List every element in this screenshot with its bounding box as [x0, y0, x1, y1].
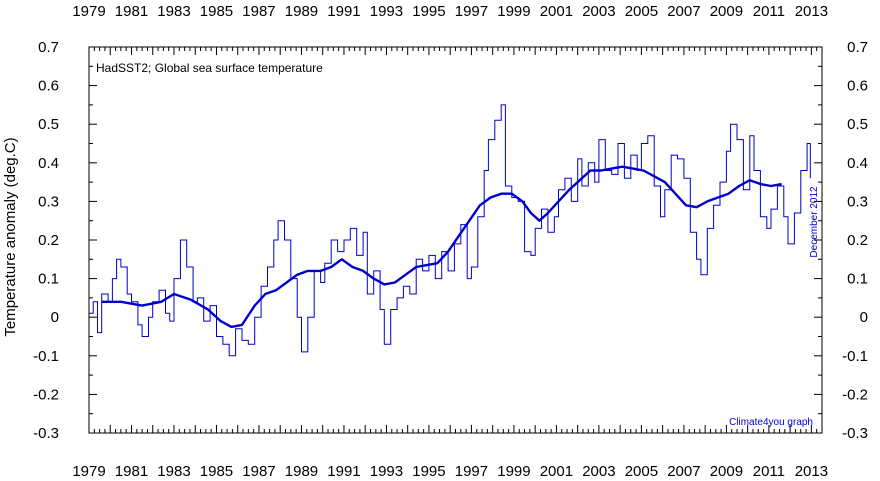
- x-tick-label-bottom: 1979: [72, 463, 105, 480]
- y-tick-label-right: -0.1: [842, 348, 868, 365]
- x-tick-label-bottom: 2013: [795, 463, 828, 480]
- y-tick-label-left: 0.7: [38, 39, 59, 56]
- y-tick-label-left: 0.1: [38, 271, 59, 288]
- x-tick-label-top: 1999: [497, 3, 530, 20]
- x-tick-label-top: 1991: [327, 3, 360, 20]
- x-tick-label-top: 1987: [242, 3, 275, 20]
- x-tick-label-bottom: 1981: [115, 463, 148, 480]
- x-tick-label-top: 2007: [667, 3, 700, 20]
- y-tick-label-left: 0.3: [38, 193, 59, 210]
- y-tick-label-left: -0.3: [33, 425, 59, 442]
- series-monthly-line: [89, 104, 811, 357]
- y-tick-label-left: 0.2: [38, 232, 59, 249]
- x-tick-label-bottom: 2007: [667, 463, 700, 480]
- y-tick-label-right: 0.7: [847, 39, 868, 56]
- x-tick-label-bottom: 1999: [497, 463, 530, 480]
- y-axis-left: 0.7 0.6 0.5 0.4 0.3 0.2 0.1 0 -0.1 -0.2 -0.3: [33, 39, 97, 442]
- x-tick-label-bottom: 1989: [285, 463, 318, 480]
- x-tick-label-top: 2011: [753, 3, 785, 20]
- x-tick-label-top: 1995: [412, 3, 445, 20]
- x-tick-label-top: 1985: [200, 3, 233, 20]
- x-axis-top: 1979 1981 1983 1985 1987 1989 1991 1993 1995 1997…: [72, 3, 828, 55]
- credit-label: Climate4you graph: [729, 417, 813, 428]
- x-tick-label-top: 1981: [115, 3, 148, 20]
- x-tick-label-top: 1997: [455, 3, 488, 20]
- x-tick-label-top: 2013: [795, 3, 828, 20]
- y-tick-label-right: 0.4: [847, 155, 868, 172]
- y-tick-label-left: 0: [51, 309, 59, 326]
- x-tick-label-bottom: 1983: [157, 463, 190, 480]
- y-tick-label-right: 0.6: [847, 78, 868, 95]
- chart-title: HadSST2; Global sea surface temperature: [96, 61, 323, 75]
- x-tick-label-bottom: 2001: [540, 463, 573, 480]
- x-tick-label-top: 1989: [285, 3, 318, 20]
- date-label: December 2012: [809, 186, 820, 258]
- x-tick-label-top: 1979: [72, 3, 105, 20]
- x-tick-label-top: 2009: [710, 3, 743, 20]
- series-layer: [89, 104, 811, 357]
- x-tick-label-bottom: 2005: [625, 463, 658, 480]
- x-tick-label-top: 2003: [582, 3, 615, 20]
- y-tick-label-right: 0.2: [847, 232, 868, 249]
- y-tick-label-left: 0.4: [38, 155, 59, 172]
- x-tick-label-bottom: 1997: [455, 463, 488, 480]
- x-tick-label-bottom: 2009: [710, 463, 743, 480]
- x-tick-label-bottom: 1985: [200, 463, 233, 480]
- x-tick-label-top: 2005: [625, 3, 658, 20]
- x-tick-label-bottom: 2011: [753, 463, 785, 480]
- x-tick-label-bottom: 1993: [370, 463, 403, 480]
- y-axis-right: 0.7 0.6 0.5 0.4 0.3 0.2 0.1 0 -0.1 -0.2 -0.3: [814, 39, 868, 442]
- x-tick-label-top: 2001: [540, 3, 573, 20]
- y-tick-label-right: -0.3: [842, 425, 868, 442]
- y-tick-label-left: 0.6: [38, 78, 59, 95]
- y-tick-label-right: 0.1: [847, 271, 868, 288]
- y-tick-label-right: -0.2: [842, 386, 868, 403]
- x-tick-label-bottom: 2003: [582, 463, 615, 480]
- x-tick-label-bottom: 1987: [242, 463, 275, 480]
- x-tick-label-top: 1993: [370, 3, 403, 20]
- series-running-mean-line: [101, 165, 782, 329]
- x-tick-label-bottom: 1991: [327, 463, 360, 480]
- y-tick-label-left: -0.1: [33, 348, 59, 365]
- x-axis-bottom: 1979 1981 1983 1985 1987 1989 1991 1993 1995 1997…: [72, 425, 828, 480]
- y-tick-label-left: 0.5: [38, 116, 59, 133]
- y-tick-label-right: 0.3: [847, 193, 868, 210]
- y-tick-label-right: 0.5: [847, 116, 868, 133]
- y-tick-label-right: 0: [860, 309, 868, 326]
- x-tick-label-top: 1983: [157, 3, 190, 20]
- y-axis-label: Temperature anomaly (deg.C): [2, 137, 19, 336]
- y-tick-label-left: -0.2: [33, 386, 59, 403]
- x-tick-label-bottom: 1995: [412, 463, 445, 480]
